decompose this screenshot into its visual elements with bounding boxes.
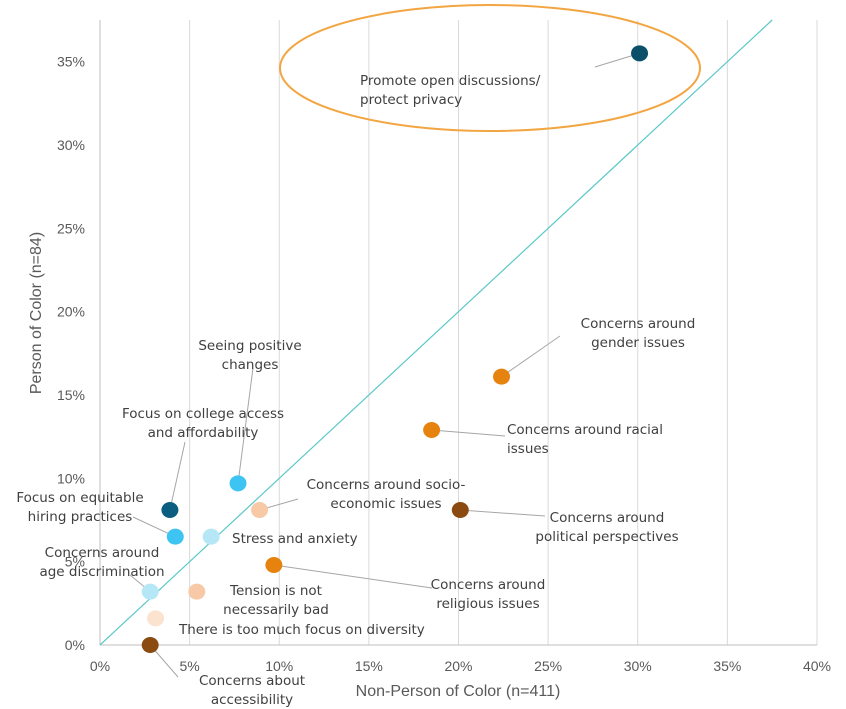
- point-labels: Promote open discussions/protect privacy…: [16, 73, 695, 708]
- data-point: [229, 475, 247, 492]
- data-point: [161, 502, 179, 518]
- axes: [99, 20, 817, 646]
- point-label: Concerns around gender issues: [581, 316, 696, 351]
- leader-line: [431, 429, 506, 437]
- highlight-ellipse-group: [279, 4, 701, 132]
- x-tick-label: 35%: [713, 658, 741, 674]
- point-label: Concerns around political perspectives: [535, 510, 678, 545]
- point-label: Tension is not necessarily bad: [223, 583, 329, 618]
- leader-line: [273, 564, 433, 589]
- data-points: [141, 45, 649, 653]
- data-point: [147, 610, 165, 627]
- data-point: [141, 637, 159, 653]
- point-label: Concerns about accessibility: [199, 673, 305, 708]
- point-label: Concerns around age discrimination: [39, 545, 164, 580]
- y-tick-label: 30%: [57, 137, 85, 153]
- x-axis-title: Non-Person of Color (n=411): [356, 683, 561, 700]
- tick-labels: 0% 5% 10% 15% 20% 25% 30% 35% 40% 0% 5% 10% 15% 20% 25…: [57, 54, 831, 674]
- point-label: Focus on college access and affordability: [122, 406, 284, 441]
- y-tick-label: 5%: [65, 554, 85, 570]
- point-label: Seeing positive changes: [198, 338, 301, 373]
- y-tick-label: 25%: [57, 220, 85, 236]
- y-tick-label: 15%: [57, 387, 85, 403]
- data-point: [141, 583, 159, 600]
- leader-line: [237, 367, 254, 484]
- x-tick-label: 10%: [265, 658, 293, 674]
- data-point: [265, 557, 283, 573]
- data-point: [451, 502, 469, 518]
- leader-line: [460, 509, 546, 517]
- point-label: Concerns around religious issues: [431, 577, 546, 612]
- x-tick-label: 0%: [90, 658, 110, 674]
- gridlines: [189, 20, 818, 645]
- x-tick-label: 5%: [180, 658, 200, 674]
- data-point: [423, 422, 441, 438]
- x-tick-label: 40%: [803, 658, 831, 674]
- y-tick-label: 35%: [57, 54, 85, 70]
- data-point: [493, 368, 511, 385]
- highlight-ellipse: [279, 4, 701, 132]
- y-tick-label: 0%: [65, 637, 85, 653]
- x-tick-label: 30%: [624, 658, 652, 674]
- leader-line: [169, 441, 186, 511]
- x-tick-label: 20%: [444, 658, 472, 674]
- y-axis-title: Person of Color (n=84): [28, 232, 45, 394]
- x-tick-label: 25%: [534, 658, 562, 674]
- point-label: Concerns around socio-economic issues: [307, 477, 466, 512]
- data-point: [251, 502, 269, 518]
- point-label: Stress and anxiety: [232, 531, 358, 547]
- data-point: [202, 528, 220, 545]
- diagonal-reference-line: [99, 19, 773, 646]
- y-tick-label: 10%: [57, 470, 85, 486]
- point-label: Focus on equitable hiring practices: [16, 490, 143, 525]
- y-tick-label: 20%: [57, 304, 85, 320]
- data-point: [188, 583, 206, 600]
- x-tick-label: 15%: [355, 658, 383, 674]
- leader-lines: [129, 52, 640, 678]
- point-label: There is too much focus on diversity: [178, 622, 425, 638]
- data-point: [166, 528, 184, 545]
- diagonal-line: [99, 19, 773, 646]
- point-label: Concerns around racial issues: [507, 422, 663, 457]
- leader-line: [501, 335, 561, 378]
- data-point: [631, 45, 649, 62]
- point-label: Promote open discussions/protect privacy: [360, 73, 541, 108]
